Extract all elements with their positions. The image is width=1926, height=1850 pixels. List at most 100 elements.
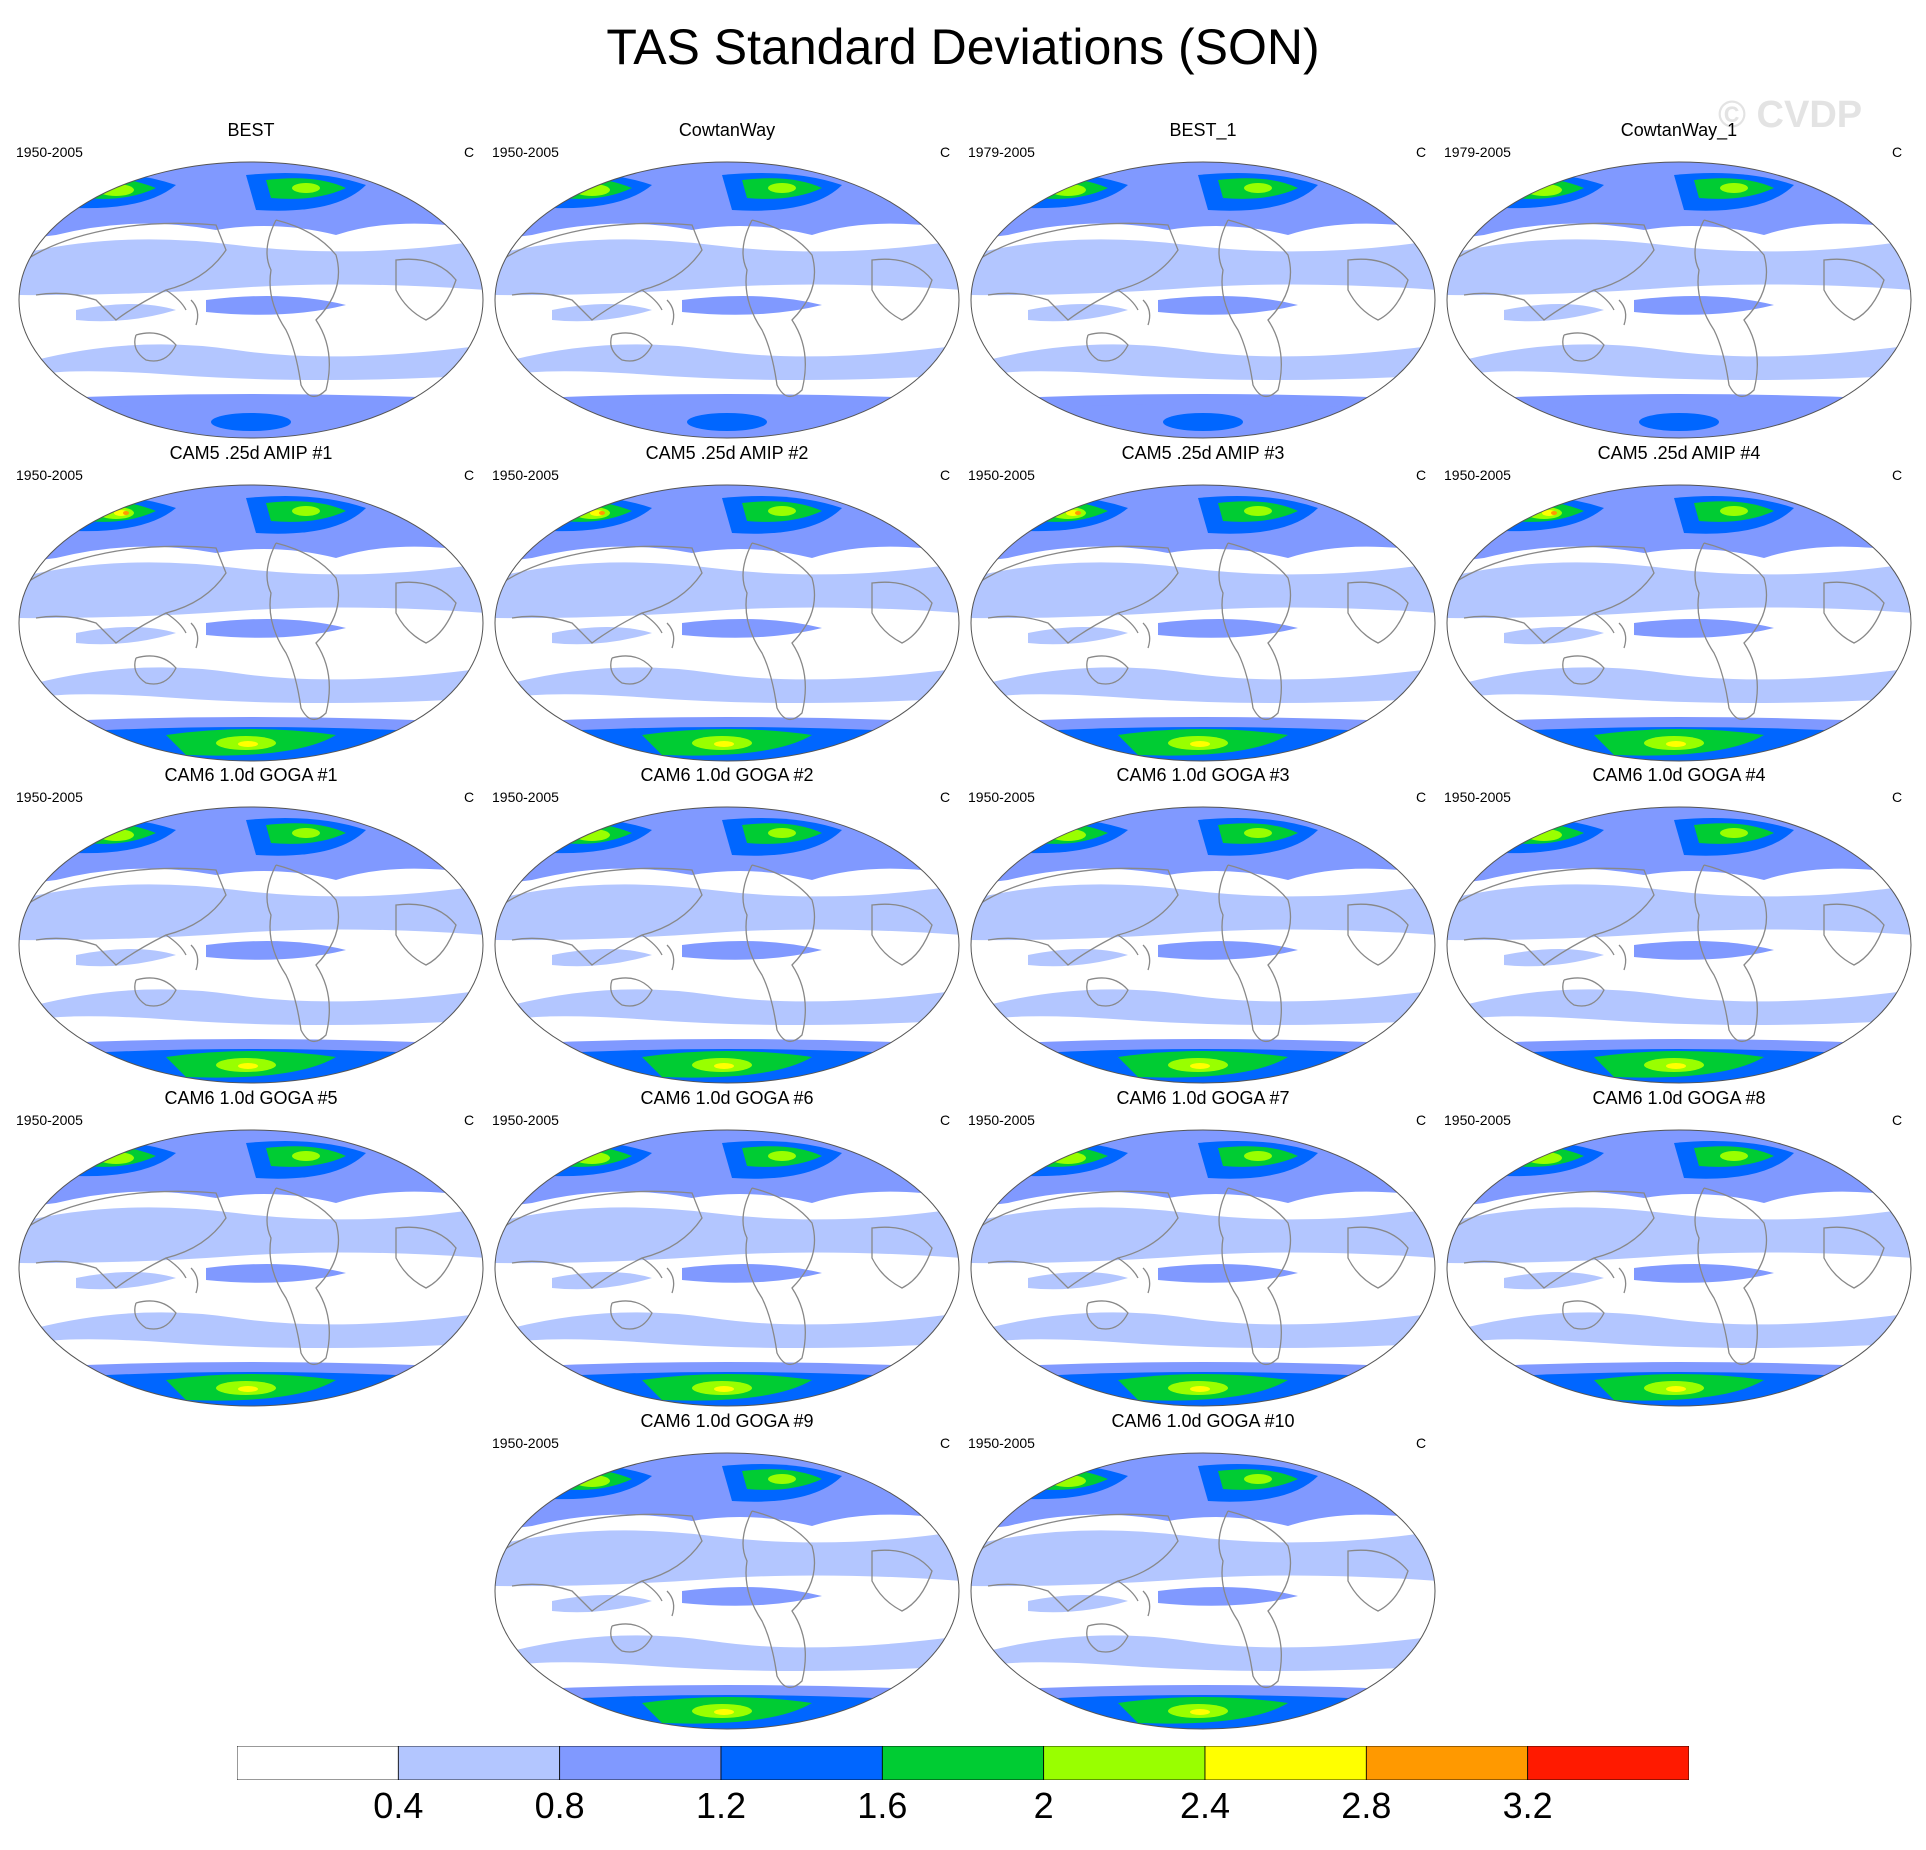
panel-title: CAM6 1.0d GOGA #9: [640, 1411, 814, 1431]
map-panel: CAM5 .25d AMIP #1 1950-2005 C: [16, 443, 486, 765]
panel-title: CAM6 1.0d GOGA #2: [640, 765, 814, 785]
panel-units: C: [940, 1112, 951, 1128]
map-panel: CAM6 1.0d GOGA #3 1950-2005 C: [968, 765, 1438, 1087]
colorbar-swatch: [237, 1746, 399, 1780]
colorbar-swatch: [559, 1746, 722, 1780]
map-panel: CAM5 .25d AMIP #2 1950-2005 C: [492, 443, 962, 765]
panel-period: 1950-2005: [16, 144, 83, 160]
colorbar-swatch: [1204, 1746, 1367, 1780]
panel-units: C: [1416, 467, 1427, 483]
map-panel: CAM6 1.0d GOGA #5 1950-2005 C: [16, 1088, 486, 1410]
panel-period: 1950-2005: [1444, 1112, 1511, 1128]
panel-title: CAM6 1.0d GOGA #10: [1111, 1411, 1295, 1431]
panel-units: C: [1416, 789, 1427, 805]
panel-title: CAM5 .25d AMIP #3: [1121, 443, 1285, 463]
panel-units: C: [464, 789, 475, 805]
panel-title: BEST: [227, 120, 275, 140]
world-map: [1446, 161, 1912, 439]
panel-units: C: [464, 144, 475, 160]
panel-title: CAM5 .25d AMIP #1: [169, 443, 333, 463]
map-panel: CowtanWay_1 1979-2005 C: [1444, 120, 1914, 442]
colorbar-label: 2: [1033, 1785, 1054, 1826]
colorbar-label: 0.4: [373, 1785, 424, 1826]
map-panel: CAM6 1.0d GOGA #6 1950-2005 C: [492, 1088, 962, 1410]
world-map: [494, 161, 960, 439]
colorbar-swatch: [1527, 1746, 1689, 1780]
colorbar-label: 3.2: [1502, 1785, 1553, 1826]
map-panel: CAM6 1.0d GOGA #2 1950-2005 C: [492, 765, 962, 1087]
panel-title: CAM6 1.0d GOGA #4: [1592, 765, 1766, 785]
panel-title: CAM6 1.0d GOGA #3: [1116, 765, 1290, 785]
world-map: [494, 806, 960, 1084]
world-map: [970, 1129, 1436, 1407]
panel-title: CAM5 .25d AMIP #2: [645, 443, 809, 463]
panel-period: 1950-2005: [492, 144, 559, 160]
colorbar-swatch: [720, 1746, 883, 1780]
panel-period: 1950-2005: [968, 789, 1035, 805]
world-map: [970, 1452, 1436, 1730]
world-map: [970, 806, 1436, 1084]
map-panel: CAM6 1.0d GOGA #4 1950-2005 C: [1444, 765, 1914, 1087]
colorbar-swatch: [881, 1746, 1045, 1780]
cvdp-watermark: © CVDP: [1718, 94, 1863, 136]
panel-title: BEST_1: [1169, 120, 1237, 140]
panel-period: 1950-2005: [492, 789, 559, 805]
panel-units: C: [1416, 144, 1427, 160]
world-map: [1446, 484, 1912, 762]
panel-period: 1979-2005: [968, 144, 1035, 160]
map-panel: CAM5 .25d AMIP #3 1950-2005 C: [968, 443, 1438, 765]
panel-title: CowtanWay: [678, 120, 776, 140]
panel-period: 1950-2005: [1444, 789, 1511, 805]
panel-period: 1950-2005: [492, 1435, 559, 1451]
panel-units: C: [1892, 467, 1903, 483]
world-map: [1446, 1129, 1912, 1407]
colorbar-swatch: [397, 1746, 561, 1780]
map-panel: CAM6 1.0d GOGA #9 1950-2005 C: [492, 1411, 962, 1733]
panel-period: 1950-2005: [492, 1112, 559, 1128]
map-panel: BEST_1 1979-2005 C: [968, 120, 1438, 442]
world-map: [494, 1129, 960, 1407]
world-map: [494, 484, 960, 762]
map-panel: CAM6 1.0d GOGA #7 1950-2005 C: [968, 1088, 1438, 1410]
world-map: [18, 806, 484, 1084]
colorbar-label: 2.8: [1341, 1785, 1392, 1826]
world-map: [18, 1129, 484, 1407]
panel-period: 1950-2005: [968, 1112, 1035, 1128]
panel-period: 1950-2005: [16, 789, 83, 805]
panel-title: CAM6 1.0d GOGA #6: [640, 1088, 814, 1108]
panel-title: CAM6 1.0d GOGA #1: [164, 765, 338, 785]
world-map: [18, 484, 484, 762]
panel-period: 1950-2005: [492, 467, 559, 483]
panel-units: C: [464, 1112, 475, 1128]
world-map: [970, 161, 1436, 439]
panel-units: C: [464, 467, 475, 483]
panel-units: C: [1416, 1112, 1427, 1128]
panel-title: CAM6 1.0d GOGA #5: [164, 1088, 338, 1108]
colorbar-label: 1.6: [857, 1785, 908, 1826]
colorbar-swatch: [1365, 1746, 1529, 1780]
map-panel: CAM6 1.0d GOGA #1 1950-2005 C: [16, 765, 486, 1087]
colorbar-label: 2.4: [1179, 1785, 1231, 1826]
panel-period: 1950-2005: [968, 467, 1035, 483]
panel-units: C: [1892, 144, 1903, 160]
panel-period: 1950-2005: [1444, 467, 1511, 483]
panel-units: C: [940, 144, 951, 160]
panel-title: CowtanWay_1: [1620, 120, 1738, 140]
map-panel: CAM6 1.0d GOGA #8 1950-2005 C: [1444, 1088, 1914, 1410]
panel-units: C: [1416, 1435, 1427, 1451]
colorbar-label: 1.2: [695, 1785, 747, 1826]
world-map: [18, 161, 484, 439]
map-panel: CAM5 .25d AMIP #4 1950-2005 C: [1444, 443, 1914, 765]
panel-period: 1979-2005: [1444, 144, 1511, 160]
panel-units: C: [940, 1435, 951, 1451]
figure-title: TAS Standard Deviations (SON): [606, 19, 1320, 75]
panel-units: C: [1892, 1112, 1903, 1128]
map-panel: BEST 1950-2005 C: [16, 120, 486, 442]
map-panel: CAM6 1.0d GOGA #10 1950-2005 C: [968, 1411, 1438, 1733]
world-map: [494, 1452, 960, 1730]
map-panel: CowtanWay 1950-2005 C: [492, 120, 962, 442]
colorbar-label: 0.8: [534, 1785, 585, 1826]
panel-title: CAM6 1.0d GOGA #7: [1116, 1088, 1290, 1108]
panel-period: 1950-2005: [16, 467, 83, 483]
world-map: [970, 484, 1436, 762]
